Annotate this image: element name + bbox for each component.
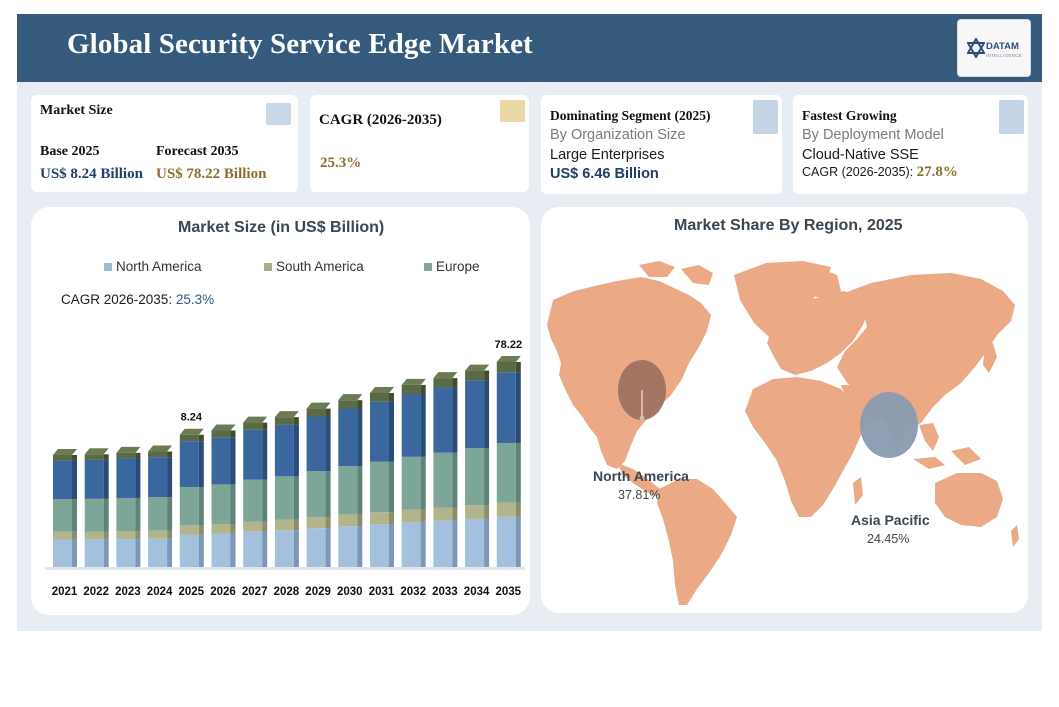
- cagr-value: 25.3%: [320, 155, 362, 171]
- british-isles-shape: [769, 307, 785, 329]
- north-america-label: North America: [593, 468, 689, 484]
- madagascar-shape: [853, 477, 863, 505]
- dominating-segment-label: Dominating Segment (2025): [550, 108, 711, 123]
- dominating-segment-swatch: [753, 100, 778, 134]
- europe-shape: [767, 291, 869, 375]
- new-zealand-shape: [1011, 525, 1019, 547]
- company-logo[interactable]: DATAM INTELLIGENCE: [957, 19, 1031, 77]
- bar-chart-cagr: CAGR 2026-2035: 25.3%: [61, 292, 214, 307]
- fastest-growing-cagr-label: CAGR (2026-2035):: [802, 165, 914, 179]
- forecast-year-value: US$ 78.22 Billion: [156, 166, 267, 182]
- dominating-segment-card: [541, 95, 782, 194]
- map-title: Market Share By Region, 2025: [674, 217, 903, 234]
- logo-subtitle: INTELLIGENCE: [986, 53, 1023, 58]
- fastest-growing-segment: Cloud-Native SSE: [802, 147, 919, 163]
- arctic-islands-shape: [639, 261, 713, 285]
- fastest-growing-card: [793, 95, 1028, 194]
- fastest-growing-cagr-value: 27.8%: [916, 164, 958, 180]
- southeast-asia-shape: [913, 423, 981, 469]
- logo-name: DATAM: [986, 41, 1019, 52]
- dominating-segment-value: US$ 6.46 Billion: [550, 166, 659, 182]
- dominating-segment-name: Large Enterprises: [550, 147, 665, 163]
- world-map: [547, 261, 1019, 605]
- north-america-pin-dot: [639, 415, 645, 421]
- legend-label-north-america: North America: [116, 259, 202, 274]
- legend-swatch-north-america: [104, 263, 112, 271]
- bar-chart-title: Market Size (in US$ Billion): [178, 219, 385, 236]
- north-america-share: 37.81%: [618, 488, 661, 502]
- legend-swatch-south-america: [264, 263, 272, 271]
- legend-label-south-america: South America: [276, 259, 364, 274]
- cagr-label: CAGR (2026-2035): [319, 112, 442, 128]
- cagr-card: [310, 95, 529, 192]
- australia-shape: [935, 473, 1003, 527]
- page-title: Global Security Service Edge Market: [67, 28, 533, 60]
- bar-chart-cagr-label: CAGR 2026-2035:: [61, 292, 173, 307]
- world-landmass: [547, 261, 1019, 605]
- header-bar: [17, 14, 1042, 82]
- asia-pacific-share: 24.45%: [867, 532, 910, 546]
- fastest-growing-swatch: [999, 100, 1024, 134]
- fastest-growing-category: By Deployment Model: [802, 127, 944, 143]
- bar-chart-cagr-value: 25.3%: [175, 292, 215, 307]
- legend-swatch-europe: [424, 263, 432, 271]
- asia-pacific-label: Asia Pacific: [851, 512, 930, 528]
- market-size-swatch: [266, 103, 291, 125]
- cagr-swatch: [500, 100, 525, 122]
- market-size-card: [31, 95, 298, 192]
- asia-pacific-bubble: [860, 392, 918, 458]
- fastest-growing-label: Fastest Growing: [802, 108, 897, 123]
- scandinavia-shape: [803, 269, 841, 301]
- market-size-label: Market Size: [40, 103, 113, 118]
- central-america-shape: [617, 463, 663, 497]
- asia-shape: [837, 273, 1015, 431]
- legend-label-europe: Europe: [436, 259, 480, 274]
- base-year-label: Base 2025: [40, 144, 100, 159]
- fastest-growing-cagr: CAGR (2026-2035): 27.8%: [802, 164, 958, 181]
- africa-shape: [745, 377, 867, 517]
- japan-shape: [983, 343, 997, 373]
- star-of-david-icon: [967, 38, 985, 58]
- forecast-year-label: Forecast 2035: [156, 144, 239, 159]
- south-america-shape: [657, 479, 737, 605]
- dominating-segment-category: By Organization Size: [550, 127, 686, 143]
- base-year-value: US$ 8.24 Billion: [40, 166, 143, 182]
